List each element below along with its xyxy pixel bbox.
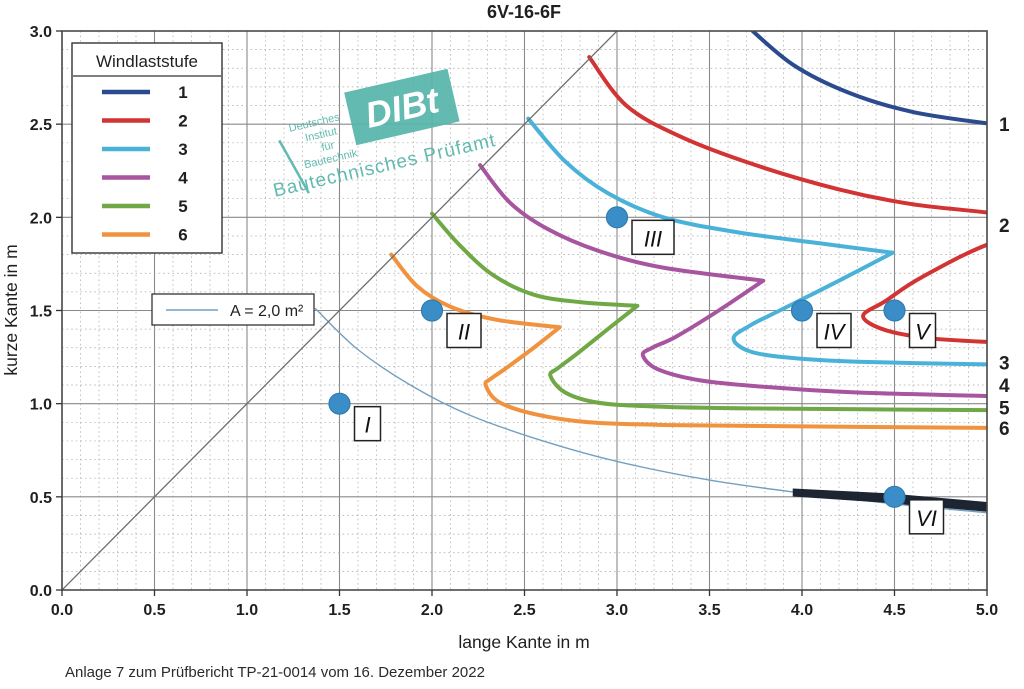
dibt-logo-box bbox=[344, 68, 460, 146]
x-tick-label: 1.0 bbox=[236, 602, 258, 619]
right-curve-label-5: 5 bbox=[999, 398, 1010, 419]
curve-windlaststufe-2 bbox=[587, 55, 987, 344]
legend-label-6: 6 bbox=[178, 226, 187, 245]
x-tick-label: 3.5 bbox=[698, 602, 720, 619]
legend-label-2: 2 bbox=[178, 112, 187, 131]
point-VI bbox=[883, 485, 906, 508]
curve-windlaststufe-4 bbox=[478, 163, 987, 399]
point-V bbox=[883, 299, 906, 322]
curve-windlaststufe-3 bbox=[526, 116, 987, 367]
legend-title: Windlaststufe bbox=[96, 52, 198, 71]
point-label-box-VI bbox=[908, 499, 945, 535]
right-curve-label-3: 3 bbox=[999, 354, 1010, 375]
y-tick-label: 1.0 bbox=[30, 397, 52, 414]
axis-ticks: 0.0 0.5 1.0 1.5 2.0 2.5 3.0 3.5 4.0 4.5 5.0 0.0 0.5 1… bbox=[30, 24, 998, 619]
x-tick-label: 3.0 bbox=[606, 602, 628, 619]
right-curve-label-6: 6 bbox=[999, 419, 1010, 440]
caption: Anlage 7 zum Prüfbericht TP-21-0014 vom … bbox=[65, 664, 485, 681]
curve-windlaststufe-6 bbox=[389, 252, 987, 430]
point-label-V: V bbox=[915, 320, 932, 345]
point-label-box-IV bbox=[816, 312, 852, 349]
point-label-box-II bbox=[446, 312, 482, 349]
curve-windlaststufe-1 bbox=[749, 31, 987, 126]
y-tick-label: 0.0 bbox=[30, 583, 52, 600]
y-tick-label: 2.5 bbox=[30, 117, 52, 134]
y-tick-label: 3.0 bbox=[30, 24, 52, 41]
point-label-box-III bbox=[631, 219, 675, 256]
point-III bbox=[605, 206, 629, 229]
y-tick-label: 0.5 bbox=[30, 490, 52, 507]
point-label-II: II bbox=[458, 320, 470, 345]
right-curve-label-1: 1 bbox=[999, 115, 1010, 136]
x-tick-label: 2.0 bbox=[421, 602, 443, 619]
area-legend-label: A = 2,0 m² bbox=[230, 303, 304, 320]
point-label-box-V bbox=[908, 312, 937, 349]
windlaststufe-legend: Windlaststufe 1 2 3 4 5 6 bbox=[71, 42, 223, 254]
point-IV bbox=[790, 299, 814, 322]
x-tick-label: 2.5 bbox=[513, 602, 535, 619]
legend-label-3: 3 bbox=[178, 140, 187, 159]
watermark-line-3: für bbox=[320, 139, 336, 154]
legend-label-4: 4 bbox=[178, 169, 188, 188]
legend-rows: 1 2 3 4 5 6 bbox=[102, 83, 188, 245]
legend-label-5: 5 bbox=[178, 197, 187, 216]
right-curve-label-2: 2 bbox=[999, 216, 1010, 237]
y-tick-label: 2.0 bbox=[30, 210, 52, 227]
area-legend: A = 2,0 m² bbox=[151, 293, 315, 326]
point-label-IV: IV bbox=[824, 320, 847, 345]
point-II bbox=[420, 299, 444, 322]
curve-diagonale bbox=[62, 31, 618, 590]
chart-title: 6V-16-6F bbox=[487, 2, 561, 22]
curve-windlaststufe-5 bbox=[430, 211, 987, 413]
point-label-VI: VI bbox=[916, 506, 937, 531]
point-label-box-I bbox=[353, 405, 382, 442]
right-curve-label-4: 4 bbox=[999, 376, 1010, 397]
x-tick-label: 4.5 bbox=[883, 602, 905, 619]
x-tick-label: 0.0 bbox=[51, 602, 73, 619]
x-tick-label: 5.0 bbox=[976, 602, 998, 619]
point-label-I: I bbox=[364, 413, 370, 438]
x-tick-label: 0.5 bbox=[143, 602, 165, 619]
x-tick-label: 1.5 bbox=[328, 602, 350, 619]
watermark-slash bbox=[278, 139, 310, 194]
point-label-III: III bbox=[644, 226, 662, 251]
y-axis-label: kurze Kante in m bbox=[1, 244, 21, 375]
point-I bbox=[328, 392, 351, 415]
y-tick-label: 1.5 bbox=[30, 304, 52, 321]
x-tick-label: 4.0 bbox=[791, 602, 813, 619]
x-axis-label: lange Kante in m bbox=[458, 632, 589, 652]
legend-label-1: 1 bbox=[178, 83, 187, 102]
